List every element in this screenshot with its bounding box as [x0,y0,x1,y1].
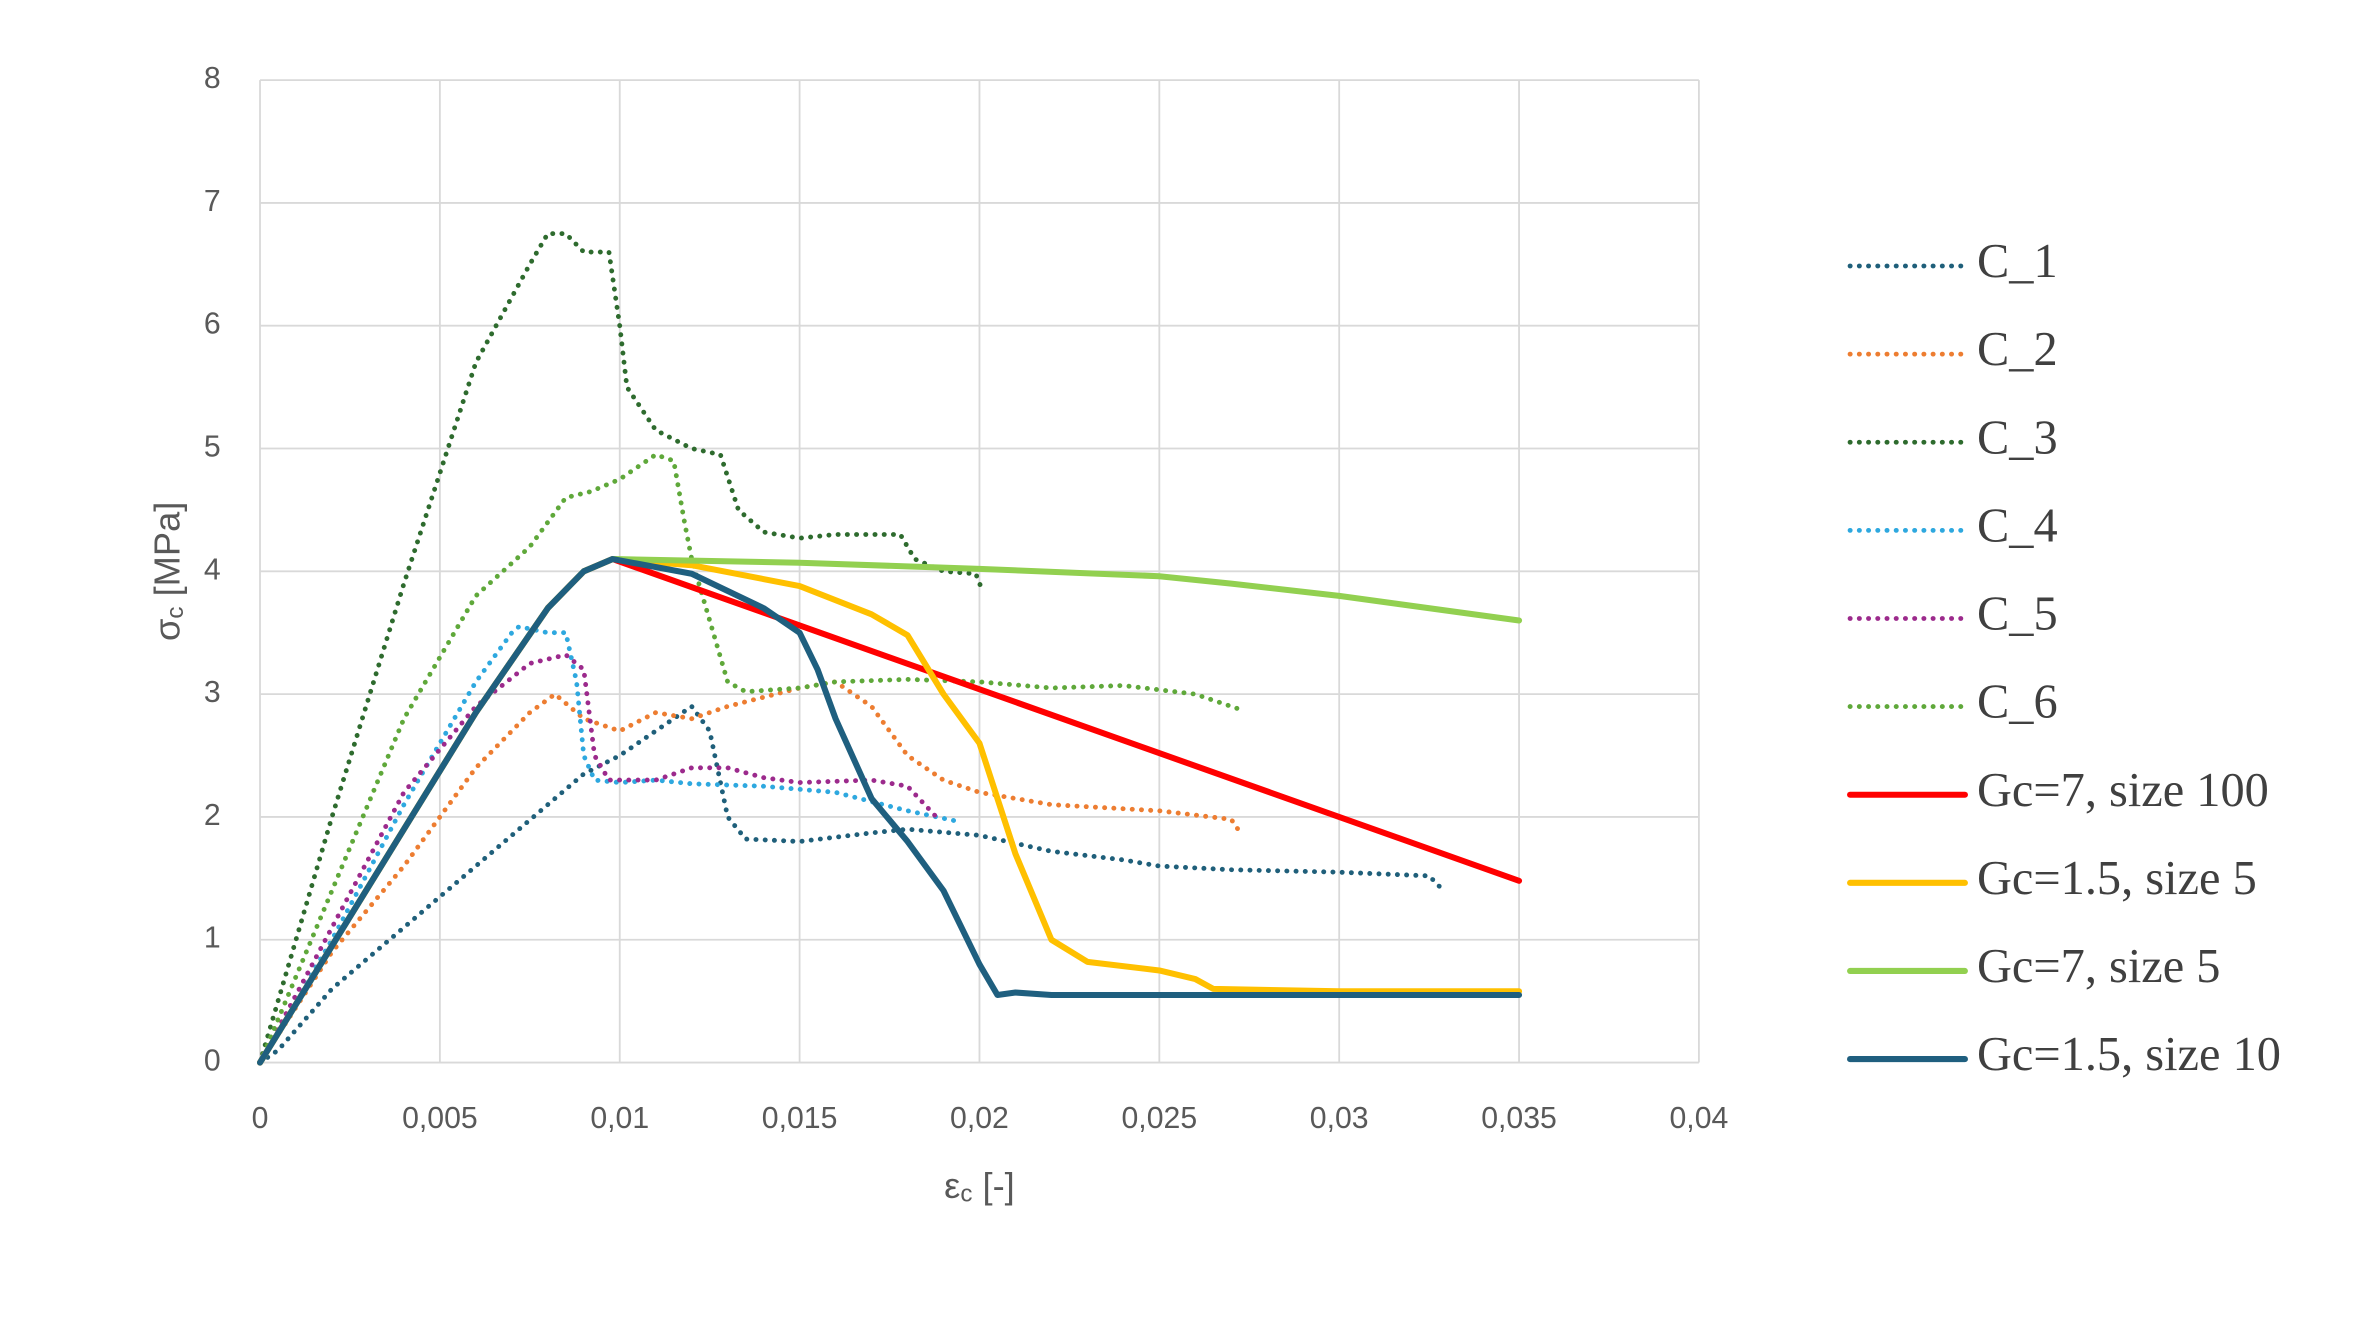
y-tick-label: 1 [204,922,221,955]
y-tick-label: 7 [204,185,221,218]
y-tick-label: 6 [204,308,221,341]
legend-label: Gc=7, size 100 [1977,764,2269,817]
y-tick-label: 0 [204,1045,221,1078]
legend-label: C_4 [1977,499,2058,552]
series-line [257,452,1241,1065]
series-line [257,652,939,1065]
legend-label: C_2 [1977,323,2058,376]
legend-label: Gc=7, size 5 [1977,940,2220,993]
series-line [257,231,986,1065]
series-line [257,679,1245,1065]
legend-label: C_6 [1977,676,2058,729]
x-tick-label: 0,035 [1481,1102,1557,1135]
x-tick-label: 0,03 [1310,1102,1369,1135]
x-tick-label: 0,015 [762,1102,838,1135]
series-line [256,556,1523,1066]
y-tick-label: 4 [204,553,221,586]
series-line [257,703,1443,1065]
y-tick-label: 3 [204,676,221,709]
x-axis-label: εc [-] [944,1165,1015,1208]
y-tick-label: 5 [204,431,221,464]
x-tick-label: 0 [252,1102,269,1135]
x-tick-label: 0,04 [1669,1102,1728,1135]
y-tick-label: 8 [204,62,221,95]
legend-label: C_5 [1977,588,2058,641]
x-tick-label: 0,005 [402,1102,478,1135]
legend-label: Gc=1.5, size 10 [1977,1028,2281,1081]
series-line [257,624,957,1065]
legend-label: C_3 [1977,411,2058,464]
legend-label: C_1 [1977,235,2058,288]
x-tick-label: 0,01 [590,1102,649,1135]
x-tick-label: 0,025 [1122,1102,1198,1135]
x-tick-label: 0,02 [950,1102,1009,1135]
y-axis-label: σc [MPa] [146,502,189,641]
legend-label: Gc=1.5, size 5 [1977,852,2257,905]
y-tick-label: 2 [204,799,221,832]
series-line [256,556,1523,1066]
